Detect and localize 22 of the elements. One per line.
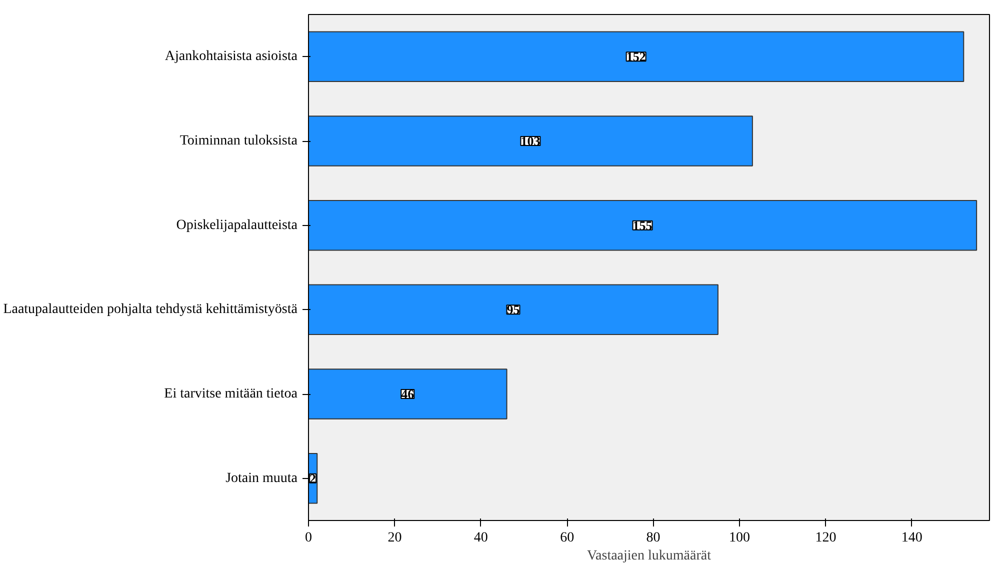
bar bbox=[308, 31, 964, 82]
data-label: 152 bbox=[626, 49, 646, 64]
y-tick-label: Toiminnan tuloksista bbox=[180, 134, 298, 148]
x-axis-title: Vastaajien lukumäärät bbox=[587, 548, 712, 564]
bar bbox=[308, 368, 508, 420]
bar bbox=[308, 284, 718, 336]
x-tick-label: 120 bbox=[815, 530, 836, 546]
y-tick-label: Opiskelijapalautteista bbox=[176, 218, 298, 233]
x-tick-label: 60 bbox=[560, 530, 574, 546]
bar bbox=[308, 116, 753, 166]
x-tick-label: 100 bbox=[729, 530, 750, 546]
x-tick-label: 40 bbox=[474, 530, 488, 546]
x-tick-label: 80 bbox=[646, 530, 660, 546]
y-tick-label: Ajankohtaisista asioista bbox=[164, 49, 298, 64]
data-label: 95 bbox=[506, 302, 520, 318]
y-tick-label: Laatupalautteiden pohjalta tehdystä kehittämistyöstä bbox=[3, 302, 298, 318]
x-tick-label: 0 bbox=[305, 530, 312, 546]
x-tick-label: 140 bbox=[901, 530, 922, 546]
bar bbox=[308, 200, 978, 251]
x-tick-label: 20 bbox=[388, 530, 402, 546]
y-tick-label: Ei tarvitse mitään tietoa bbox=[164, 386, 298, 402]
y-tick-label: Jotain muuta bbox=[226, 470, 298, 486]
